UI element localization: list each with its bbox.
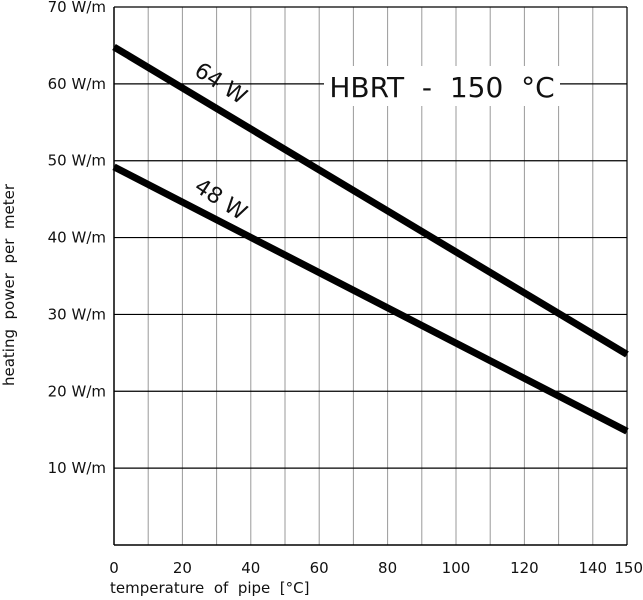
x-tick-label: 80: [378, 559, 397, 577]
x-tick-label: 150: [614, 559, 643, 577]
x-tick-label: 20: [173, 559, 192, 577]
y-tick-labels: 10 W/m 20 W/m 30 W/m 40 W/m 50 W/m 60 W/m 70 W…: [48, 0, 106, 477]
x-tick-label: 100: [442, 559, 471, 577]
chart-axes: [113, 7, 628, 546]
x-tick-label: 40: [241, 559, 260, 577]
y-tick-label: 10 W/m: [48, 459, 106, 477]
series-label-64w: 64 W: [190, 58, 251, 110]
series-line-0: [112, 43, 629, 358]
x-tick-labels: 0 20 40 60 80 100 120 140 150: [109, 559, 643, 577]
y-tick-label: 70 W/m: [48, 0, 106, 16]
y-tick-label: 40 W/m: [48, 229, 106, 247]
title-background: [324, 66, 560, 106]
x-tick-label: 60: [310, 559, 329, 577]
y-tick-label: 50 W/m: [48, 152, 106, 170]
y-axis-title: heating power per meter: [0, 183, 18, 386]
x-tick-label: 0: [109, 559, 119, 577]
y-tick-label: 20 W/m: [48, 382, 106, 400]
y-tick-label: 60 W/m: [48, 75, 106, 93]
x-axis-title: temperature of pipe [°C]: [110, 579, 309, 597]
series-lines: [112, 43, 629, 435]
x-tick-label: 120: [510, 559, 539, 577]
chart-title: HBRT - 150 °C: [329, 71, 554, 104]
series-line-1: [112, 163, 629, 435]
x-tick-label: 140: [578, 559, 607, 577]
y-tick-label: 30 W/m: [48, 305, 106, 323]
